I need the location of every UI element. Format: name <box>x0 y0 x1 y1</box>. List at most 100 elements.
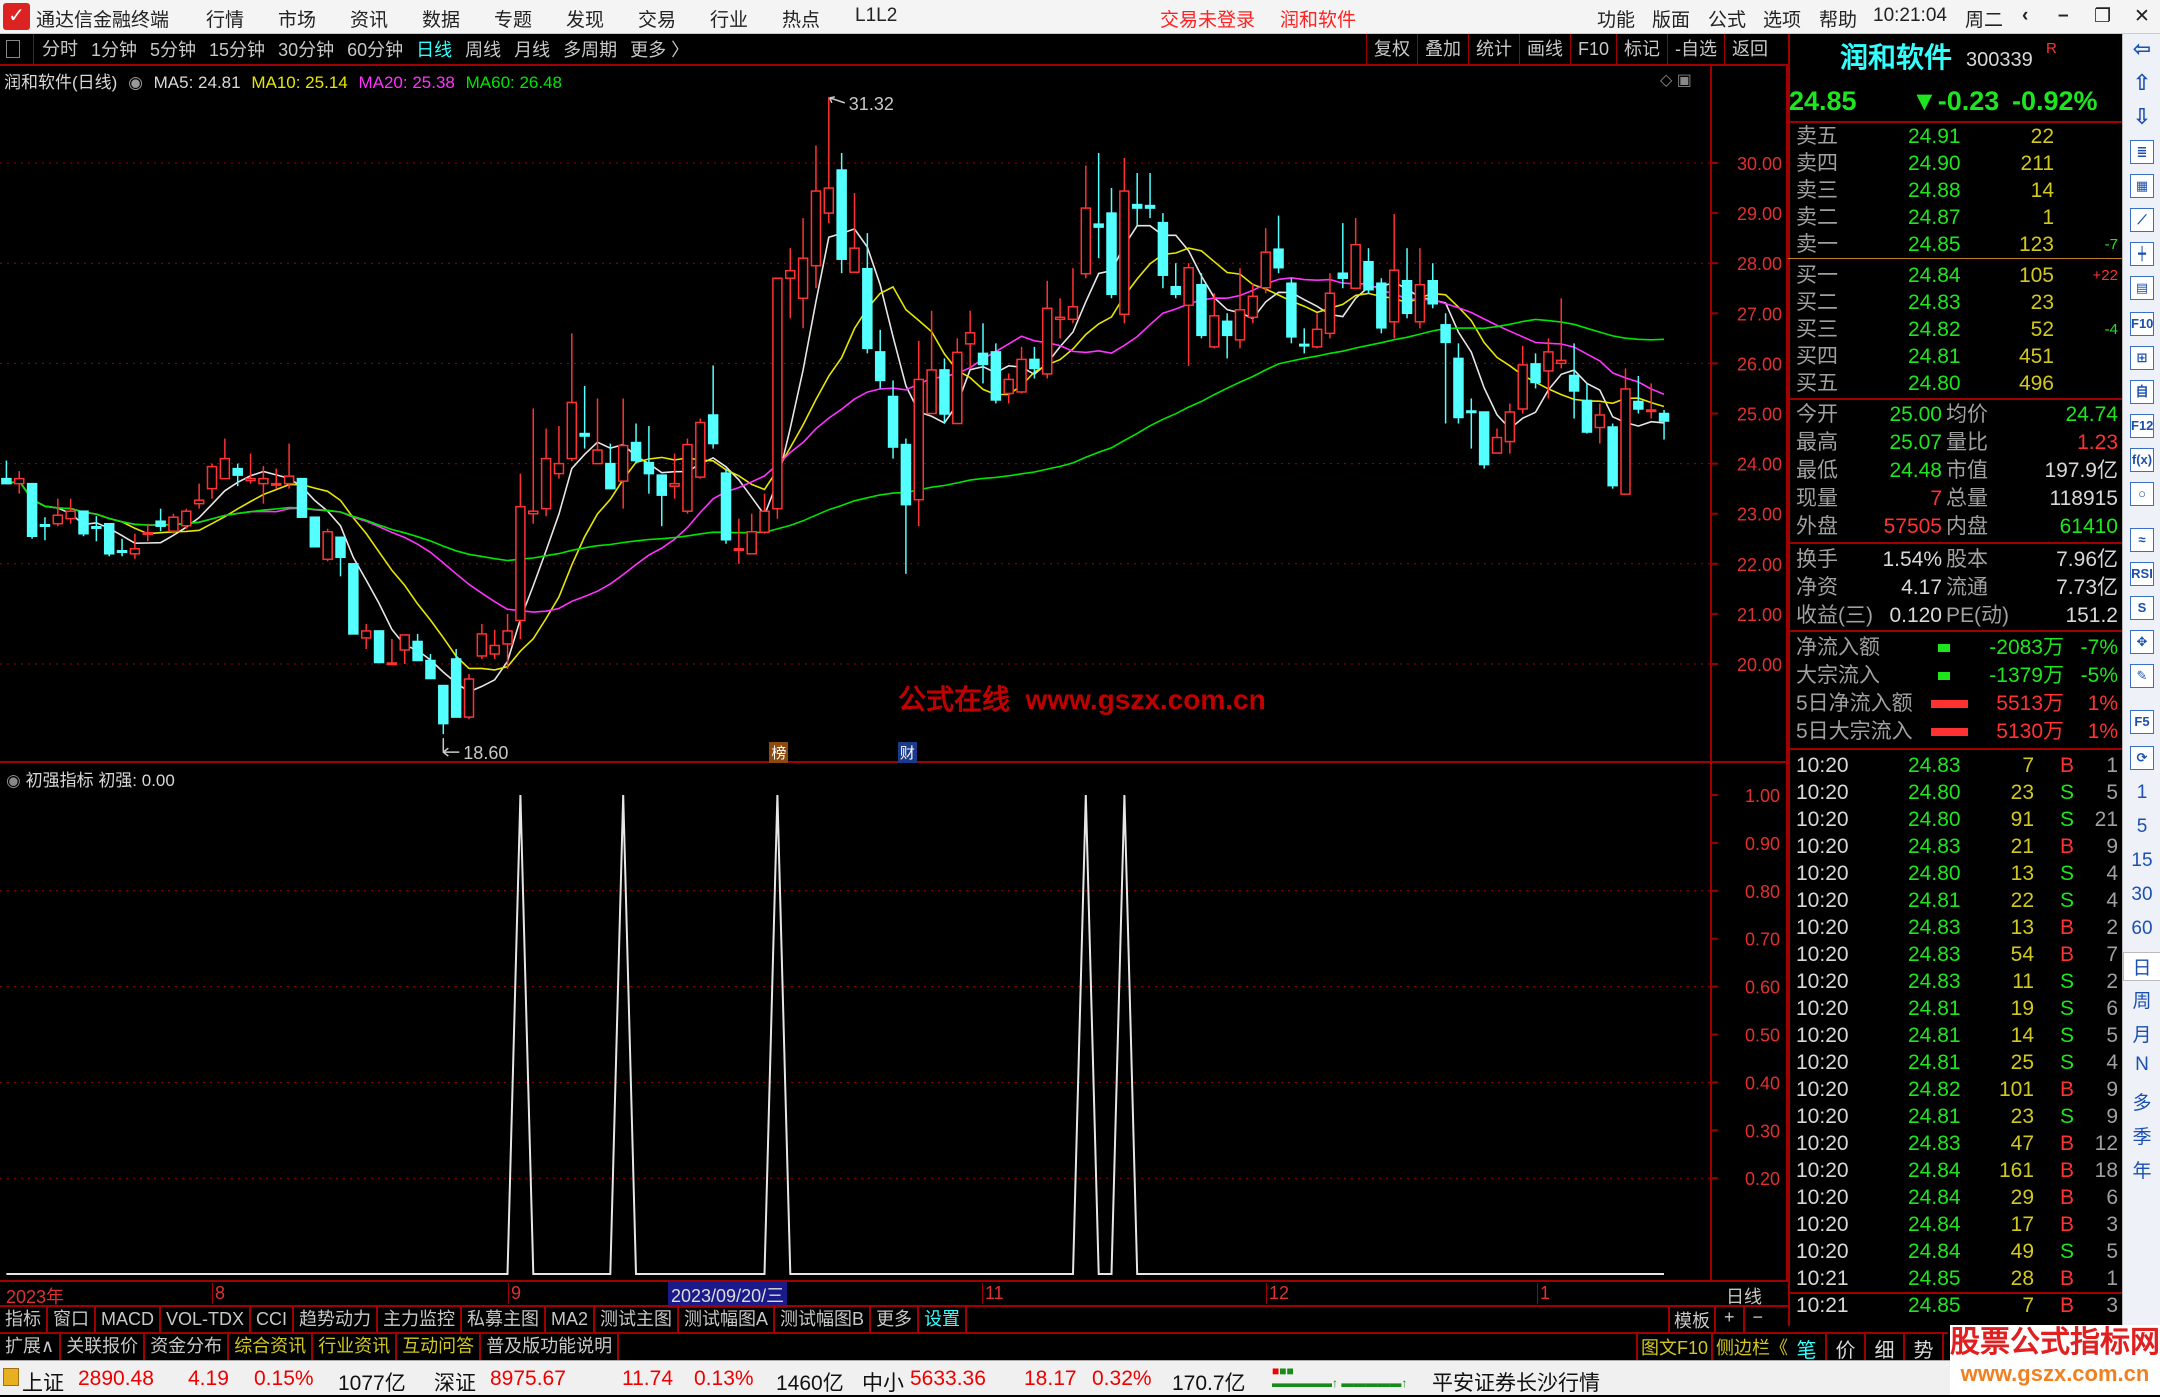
candle <box>837 153 846 273</box>
indicator-tab[interactable]: 私募主图 <box>462 1307 546 1332</box>
price-tick-label: 23.00 <box>1737 505 1782 525</box>
list-marker[interactable]: 榜 <box>769 742 788 763</box>
indicator-tab[interactable]: 设置 <box>919 1307 967 1332</box>
index-sh-amount: 1077亿 <box>338 1367 406 1397</box>
tab-price[interactable]: 价 <box>1827 1334 1866 1360</box>
pencil-icon[interactable]: ✎ <box>2130 664 2154 688</box>
status-menu-icon[interactable] <box>3 1368 19 1386</box>
zoom-in-button[interactable]: + <box>1714 1307 1743 1333</box>
extension-tab[interactable]: 关联报价 <box>61 1334 145 1360</box>
tab-trend[interactable]: 势 <box>1905 1334 1944 1360</box>
menu-help[interactable]: 帮助 <box>1819 5 1857 32</box>
wave-icon[interactable]: ≈ <box>2130 528 2154 552</box>
tab-ticks[interactable]: 笔 <box>1788 1334 1827 1360</box>
side-period-8[interactable]: 月 <box>2123 1020 2160 1047</box>
ma20-line <box>6 278 1664 612</box>
tree-icon[interactable]: ⊞ <box>2130 346 2154 370</box>
side-period-5[interactable]: 60 <box>2123 918 2160 940</box>
trade-volume: 23 <box>2011 779 2034 806</box>
indicator-tab[interactable]: CCI <box>251 1307 294 1332</box>
candle <box>477 624 486 659</box>
side-period-6[interactable]: 日 <box>2123 952 2160 981</box>
candlestick-icon[interactable]: ┿ <box>2130 242 2154 266</box>
formula-icon[interactable]: f(x) <box>2130 448 2154 472</box>
indicator-tab[interactable]: MA2 <box>546 1307 595 1332</box>
f10-graphic-button[interactable]: 图文F10 <box>1636 1334 1711 1360</box>
index-sz-name[interactable]: 深证 <box>434 1367 476 1397</box>
arrow-down-icon[interactable]: ⇩ <box>2130 106 2154 130</box>
side-period-1[interactable]: 1 <box>2123 782 2160 804</box>
extension-tab[interactable]: 互动问答 <box>397 1334 481 1360</box>
rsi-icon[interactable]: RSI <box>2130 562 2154 586</box>
line-chart-icon[interactable]: ⟋ <box>2130 208 2154 232</box>
side-period-4[interactable]: 30 <box>2123 884 2160 906</box>
self-select-icon[interactable]: 自 <box>2130 380 2154 404</box>
side-period-12[interactable]: 年 <box>2123 1156 2160 1183</box>
indicator-tab[interactable]: 窗口 <box>48 1307 96 1332</box>
side-period-11[interactable]: 季 <box>2123 1122 2160 1149</box>
restore-icon[interactable]: ❐ <box>2094 5 2111 28</box>
zoom-out-button[interactable]: − <box>1743 1307 1772 1333</box>
extension-tab[interactable]: 扩展∧ <box>0 1334 61 1360</box>
quote-list-icon[interactable]: ≣ <box>2130 140 2154 164</box>
s-icon[interactable]: S <box>2130 596 2154 620</box>
index-sh-name[interactable]: 上证 <box>22 1367 64 1397</box>
index-sh-change: 4.19 <box>188 1367 229 1391</box>
extension-tab[interactable]: 资金分布 <box>145 1334 229 1360</box>
candle <box>1467 398 1476 448</box>
finance-marker[interactable]: 财 <box>898 742 917 763</box>
close-icon[interactable]: ✕ <box>2134 5 2150 28</box>
diamond-icon[interactable]: ◇ ▣ <box>1660 70 1692 90</box>
extension-tab[interactable]: 普及版功能说明 <box>481 1334 619 1360</box>
trade-volume: 101 <box>1999 1076 2034 1103</box>
indicator-tab[interactable]: MACD <box>96 1307 161 1332</box>
candle-body <box>477 634 486 656</box>
refresh-icon[interactable]: ⟳ <box>2130 746 2154 770</box>
flow-bar <box>1938 644 1950 652</box>
index-sme-name[interactable]: 中小 <box>862 1367 904 1397</box>
tab-detail[interactable]: 细 <box>1866 1334 1905 1360</box>
arrow-left-icon[interactable]: ⇦ <box>2130 38 2154 62</box>
f12-icon[interactable]: F12 <box>2130 414 2154 438</box>
indicator-tab[interactable]: 趋势动力 <box>294 1307 378 1332</box>
indicator-tab[interactable]: 主力监控 <box>378 1307 462 1332</box>
server-name[interactable]: 平安证券长沙行情 <box>1432 1367 1600 1397</box>
side-period-7[interactable]: 周 <box>2123 986 2160 1013</box>
kline-chart[interactable]: 30.0029.0028.0027.0026.0025.0024.0023.00… <box>0 0 1788 1280</box>
move-icon[interactable]: ✥ <box>2130 630 2154 654</box>
indicator-tab[interactable]: 更多 <box>871 1307 919 1332</box>
side-period-2[interactable]: 5 <box>2123 816 2160 838</box>
extension-tab[interactable]: 行业资讯 <box>313 1334 397 1360</box>
f10-icon[interactable]: F10 <box>2130 312 2154 336</box>
f5-icon[interactable]: F5 <box>2130 710 2154 734</box>
side-period-10[interactable]: 多 <box>2123 1088 2160 1115</box>
back-icon[interactable]: ‹ <box>2022 5 2028 27</box>
candle-body <box>1004 379 1013 393</box>
grid-table-icon[interactable]: ▦ <box>2130 174 2154 198</box>
indicator-toggle-icon[interactable]: ◉ <box>6 771 21 790</box>
trade-side: B <box>2060 1265 2074 1292</box>
indicator-tab[interactable]: 测试幅图B <box>775 1307 871 1332</box>
trade-side: B <box>2060 941 2074 968</box>
indicator-tab[interactable]: 指标 <box>0 1307 48 1332</box>
legend-toggle-icon[interactable]: ◉ <box>128 73 143 92</box>
minimize-icon[interactable]: – <box>2058 5 2069 27</box>
window-list-icon[interactable]: ▤ <box>2130 276 2154 300</box>
sidebar-toggle-button[interactable]: 侧边栏《 <box>1711 1334 1791 1360</box>
arrow-up-icon[interactable]: ⇧ <box>2130 72 2154 96</box>
candle <box>53 499 62 527</box>
side-period-3[interactable]: 15 <box>2123 850 2160 872</box>
candle <box>1068 268 1077 323</box>
side-period-9[interactable]: N <box>2123 1054 2160 1076</box>
indicator-tab[interactable]: VOL-TDX <box>161 1307 251 1332</box>
extension-tab[interactable]: 综合资讯 <box>229 1334 313 1360</box>
indicator-tab[interactable]: 测试主图 <box>595 1307 679 1332</box>
indicator-tab[interactable]: 测试幅图A <box>679 1307 775 1332</box>
template-button[interactable]: 模板 <box>1668 1307 1714 1333</box>
candle-body <box>1107 213 1116 294</box>
circle-icon[interactable]: ○ <box>2130 482 2154 506</box>
trade-price: 24.81 <box>1908 1103 1961 1130</box>
candle <box>66 499 75 524</box>
